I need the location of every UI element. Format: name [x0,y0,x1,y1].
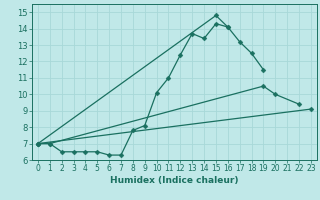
X-axis label: Humidex (Indice chaleur): Humidex (Indice chaleur) [110,176,239,185]
